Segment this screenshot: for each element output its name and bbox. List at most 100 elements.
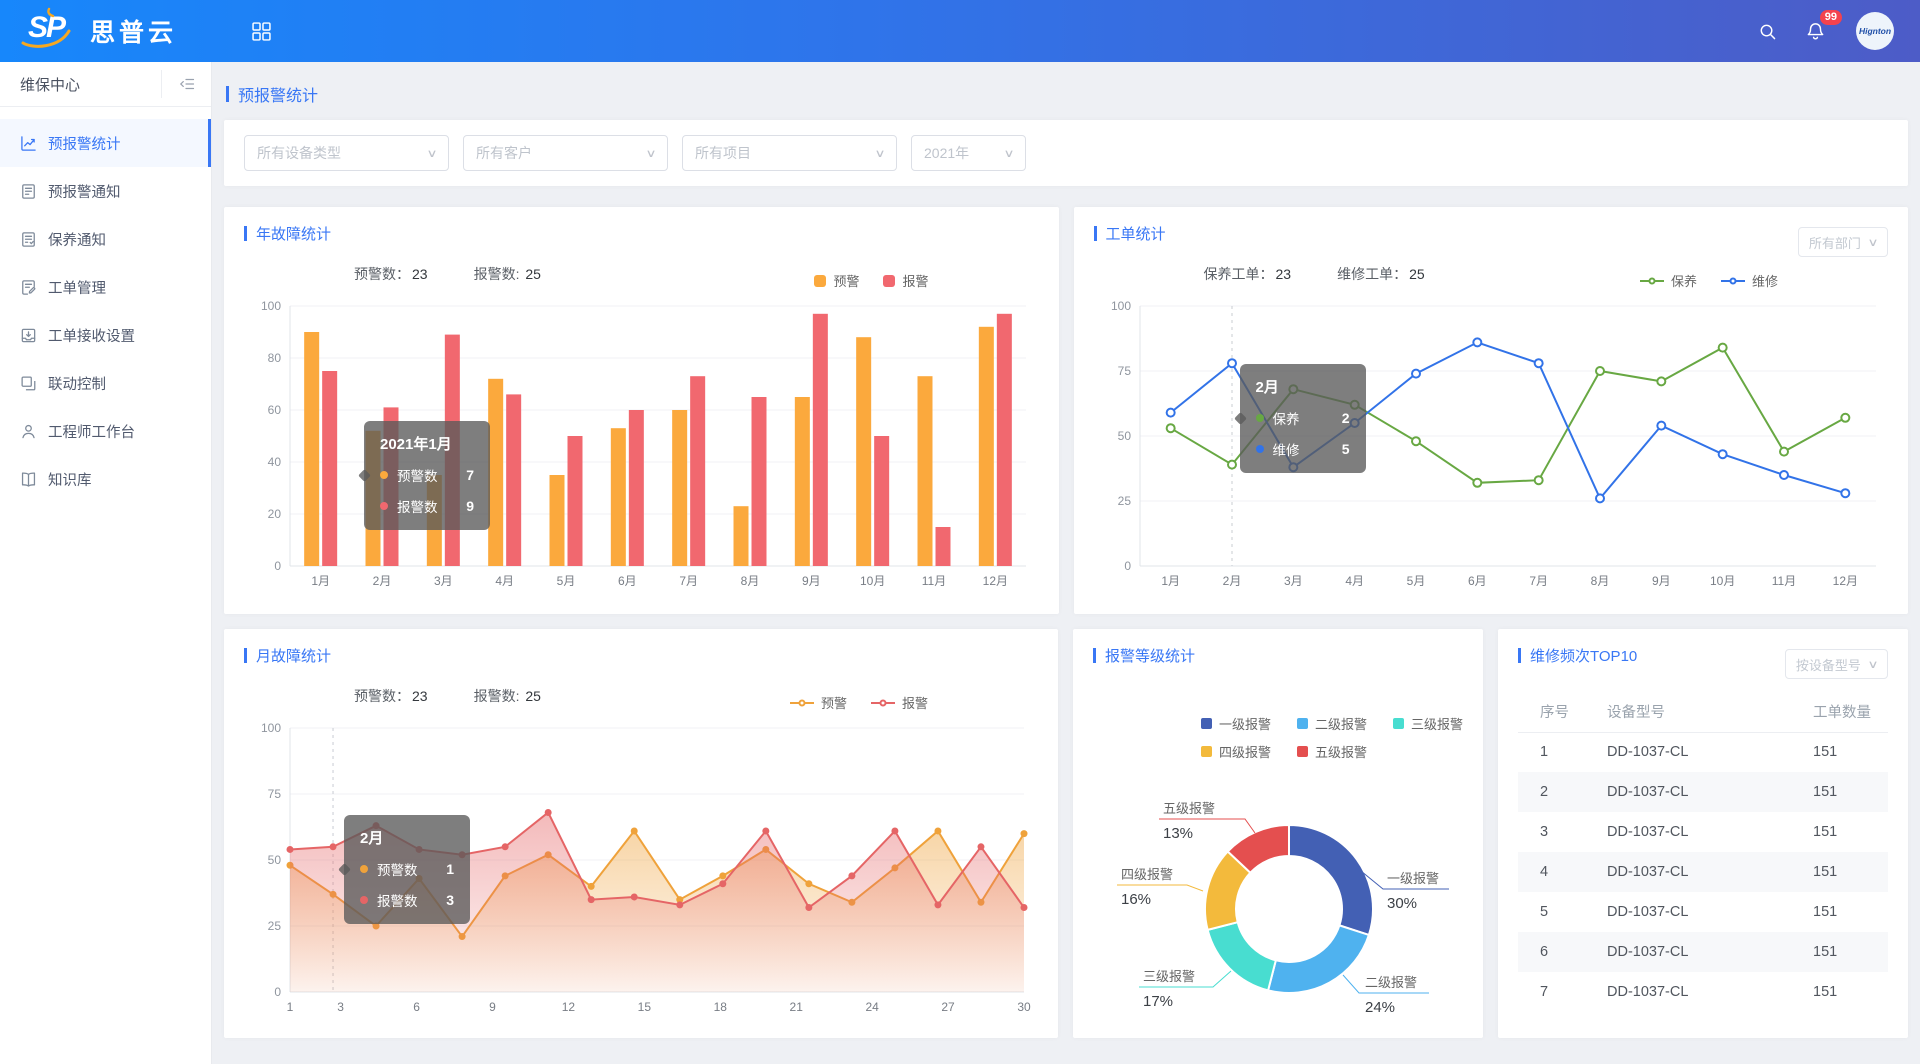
table-cell: DD-1037-CL xyxy=(1607,904,1689,920)
title-accent-bar xyxy=(1093,226,1097,241)
alarm-level-donut-chart[interactable]: 一级报警 30% 二级报警 24% 三级报警 17% 四级报警 16% 五级报警 13% xyxy=(1093,787,1465,1035)
sidebar-item-alarm-notice[interactable]: 预报警通知 xyxy=(0,167,211,215)
alarm-notice-icon xyxy=(20,183,37,200)
svg-text:4月: 4月 xyxy=(495,574,514,588)
svg-text:9: 9 xyxy=(489,1000,496,1014)
legend-item[interactable]: 二级报警 xyxy=(1297,714,1367,733)
svg-text:16%: 16% xyxy=(1121,891,1151,908)
legend-item[interactable]: 报警 xyxy=(883,271,929,290)
series-dot-icon xyxy=(360,896,368,904)
table-cell: DD-1037-CL xyxy=(1607,984,1689,1000)
year-fault-chart-tooltip: 2021年1月 预警数 7 报警数 9 xyxy=(358,421,490,530)
chart-legend: 预警 报警 xyxy=(814,271,929,290)
svg-text:75: 75 xyxy=(268,787,282,801)
table-row: 7 DD-1037-CL 151 xyxy=(1518,972,1888,1012)
svg-text:100: 100 xyxy=(261,299,281,313)
logo-sp-icon: SP xyxy=(21,7,78,53)
svg-text:11月: 11月 xyxy=(922,574,946,588)
legend-label: 报警 xyxy=(902,274,929,289)
sidebar-collapse-icon[interactable] xyxy=(161,70,211,98)
svg-text:3月: 3月 xyxy=(1283,574,1302,588)
svg-text:11月: 11月 xyxy=(1771,574,1795,588)
legend-item[interactable]: 保养 xyxy=(1639,271,1697,290)
user-avatar[interactable]: Hignton xyxy=(1856,12,1894,50)
stats-chart-icon xyxy=(20,135,37,152)
sidebar-item-linkage-control[interactable]: 联动控制 xyxy=(0,359,211,407)
card-title-text: 年故障统计 xyxy=(256,226,332,243)
svg-text:100: 100 xyxy=(1110,299,1130,313)
legend-item[interactable]: 预警 xyxy=(789,693,847,712)
sidebar-item-engineer[interactable]: 工程师工作台 xyxy=(0,407,211,455)
series-dot-icon xyxy=(380,502,388,510)
legend-item[interactable]: 报警 xyxy=(870,693,928,712)
table-cell: 1 xyxy=(1540,744,1549,761)
filter-select-2[interactable]: 所有项目 ∨ xyxy=(682,135,897,171)
engineer-icon xyxy=(20,423,37,440)
svg-text:3: 3 xyxy=(337,1000,344,1014)
page-title-text: 预报警统计 xyxy=(238,88,319,105)
legend-item[interactable]: 预警 xyxy=(814,271,859,290)
filter-select-0[interactable]: 所有设备类型 ∨ xyxy=(244,135,449,171)
alarm-level-card: 报警等级统计 一级报警 二级报警 三级报警 四级报警 五级报警 一级报警 30% 二级报警 2… xyxy=(1073,629,1483,1038)
table-cell: 151 xyxy=(1813,984,1838,1000)
table-row: 6 DD-1037-CL 151 xyxy=(1518,932,1888,972)
legend-swatch-icon xyxy=(1201,718,1212,729)
month-fault-area-chart[interactable]: 0 25 50 75 100 1 3 6 9 12 15 18 21 24 27 30 xyxy=(244,718,1038,1018)
legend-label: 报警 xyxy=(901,696,928,711)
sidebar: 维保中心 预报警统计 预报警通知 保养通知 工单管理 工单接收设置联动控制工程师工作台知… xyxy=(0,62,212,1064)
card-title: 年故障统计 xyxy=(244,223,1039,244)
tooltip-row: 报警数 9 xyxy=(380,496,474,516)
legend-swatch-icon xyxy=(1297,746,1309,757)
svg-text:25: 25 xyxy=(268,919,282,933)
month-fault-card: 月故障统计 预警数： 23 报警数: 25 预警 报警 0 25 50 75 100 1 3 6 9… xyxy=(224,629,1058,1038)
svg-text:80: 80 xyxy=(268,351,282,365)
table-cell: 4 xyxy=(1518,852,1606,892)
svg-text:5月: 5月 xyxy=(557,574,576,588)
sidebar-item-stats-chart[interactable]: 预报警统计 xyxy=(0,119,211,167)
sidebar-item-work-order[interactable]: 工单管理 xyxy=(0,263,211,311)
legend-item[interactable]: 三级报警 xyxy=(1393,714,1463,733)
sidebar-item-maintain-notice[interactable]: 保养通知 xyxy=(0,215,211,263)
series-dot-icon xyxy=(1255,414,1264,422)
sidebar-item-label: 知识库 xyxy=(48,472,92,489)
device-model-select[interactable]: 按设备型号 ∨ xyxy=(1784,649,1888,679)
legend-item[interactable]: 一级报警 xyxy=(1201,714,1271,733)
svg-text:24: 24 xyxy=(865,1000,879,1014)
notification-badge: 99 xyxy=(1819,10,1842,25)
maintain-notice-icon xyxy=(20,231,37,248)
avatar-text: Hignton xyxy=(1858,26,1892,36)
knowledge-icon xyxy=(20,471,37,488)
main-content: 预报警统计 所有设备类型 ∨ 所有客户 ∨ 所有项目 ∨ 2021年 ∨ 年故障统计 预警数：… xyxy=(212,62,1920,1064)
filter-select-3[interactable]: 2021年 ∨ xyxy=(911,135,1026,171)
sidebar-header: 维保中心 xyxy=(0,62,211,107)
table-cell: DD-1037-CL xyxy=(1606,852,1812,892)
svg-text:10月: 10月 xyxy=(1709,574,1734,588)
svg-text:5月: 5月 xyxy=(1406,574,1425,588)
app-logo[interactable]: SP 思普云 xyxy=(0,7,212,53)
department-select[interactable]: 所有部门 ∨ xyxy=(1797,227,1888,257)
sidebar-item-label: 联动控制 xyxy=(48,376,106,393)
svg-text:17%: 17% xyxy=(1143,993,1173,1010)
page-title: 预报警统计 xyxy=(226,82,1908,106)
apps-grid-icon[interactable] xyxy=(246,16,276,46)
sidebar-item-knowledge[interactable]: 知识库 xyxy=(0,455,211,503)
table-cell: DD-1037-CL xyxy=(1607,744,1689,761)
svg-text:50: 50 xyxy=(268,853,282,867)
search-icon[interactable] xyxy=(1750,14,1784,48)
work-order-line-chart[interactable]: 0 25 50 75 100 1月 2月 3月 4月 5月 6月 7月 8月 9月 10月 11月 12月 xyxy=(1094,296,1888,592)
legend-item[interactable]: 五级报警 xyxy=(1297,742,1367,761)
legend-line-icon xyxy=(1720,277,1745,284)
table-cell: 5 xyxy=(1540,904,1549,920)
title-accent-bar xyxy=(226,86,229,102)
svg-text:7月: 7月 xyxy=(1529,574,1548,588)
legend-item[interactable]: 四级报警 xyxy=(1201,742,1271,761)
sidebar-title: 维保中心 xyxy=(20,76,81,94)
svg-text:6: 6 xyxy=(413,1000,420,1014)
table-header-row: 序号 设备型号 工单数量 xyxy=(1518,692,1888,733)
notification-bell-icon[interactable]: 99 xyxy=(1798,10,1842,48)
legend-line-icon xyxy=(870,699,895,706)
filter-select-1[interactable]: 所有客户 ∨ xyxy=(463,135,668,171)
sidebar-item-order-receive[interactable]: 工单接收设置 xyxy=(0,311,211,359)
work-order-chart-tooltip: 2月 保养 2 维修 5 xyxy=(1233,364,1366,473)
legend-item[interactable]: 维修 xyxy=(1720,271,1778,290)
